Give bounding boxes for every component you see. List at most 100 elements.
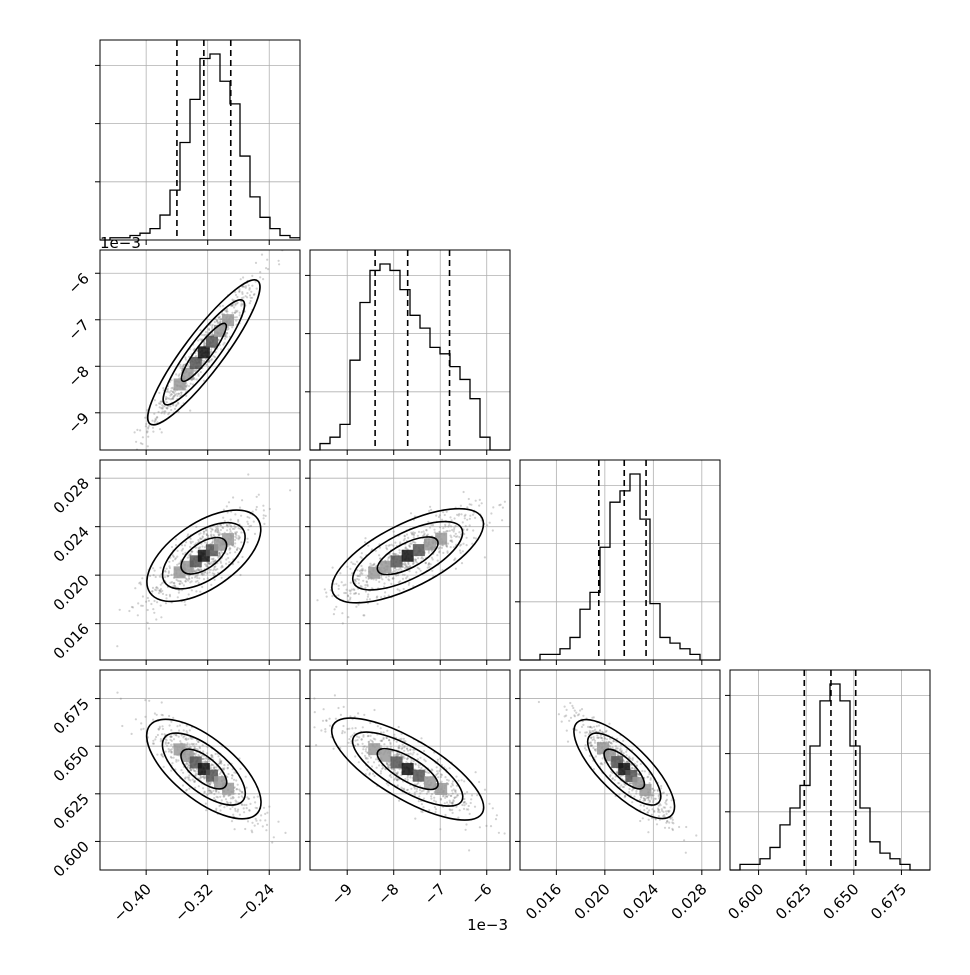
- scatter-point: [449, 539, 452, 542]
- scatter-point: [630, 782, 633, 785]
- scatter-point: [177, 374, 180, 377]
- scatter-point: [361, 572, 364, 575]
- scatter-point: [401, 573, 404, 576]
- scatter-point: [440, 773, 443, 777]
- scatter-point: [223, 767, 226, 770]
- scatter-point: [214, 530, 217, 533]
- scatter-point: [185, 578, 189, 581]
- scatter-point: [366, 595, 369, 598]
- contour-2: [146, 509, 262, 603]
- scatter-point: [403, 535, 406, 538]
- scatter-point: [422, 534, 425, 537]
- scatter-point: [651, 801, 655, 804]
- scatter-point: [313, 697, 316, 700]
- scatter-point: [219, 533, 222, 536]
- scatter-point: [216, 796, 219, 799]
- scatter-point: [393, 733, 396, 736]
- scatter-point: [232, 496, 235, 499]
- scatter-point: [667, 809, 670, 813]
- scatter-point: [196, 576, 199, 580]
- scatter-point: [224, 309, 227, 312]
- scatter-point: [152, 608, 155, 611]
- scatter-point: [245, 786, 248, 789]
- scatter-point: [360, 585, 363, 588]
- scatter-point: [236, 548, 239, 551]
- scatter-point: [235, 531, 238, 534]
- scatter-point: [216, 525, 219, 528]
- scatter-point: [184, 580, 187, 583]
- scatter-point: [360, 738, 363, 741]
- x-tick-label: −6: [467, 880, 495, 908]
- scatter-point: [656, 789, 660, 793]
- scatter-point: [206, 565, 209, 568]
- scatter-point: [204, 563, 207, 566]
- scatter-point: [417, 764, 420, 767]
- scatter-point: [210, 359, 213, 362]
- scatter-point: [643, 799, 646, 802]
- density-cells: [331, 507, 485, 604]
- scatter-point: [153, 611, 156, 614]
- scatter-point: [136, 428, 139, 431]
- scatter-point: [409, 542, 412, 545]
- scatter-point: [451, 782, 454, 785]
- scatter-point: [215, 766, 218, 769]
- scatter-point: [375, 565, 378, 568]
- scatter-point: [438, 769, 441, 773]
- scatter-point: [234, 302, 237, 306]
- scatter-point: [361, 726, 364, 729]
- scatter-point: [427, 551, 430, 554]
- scatter-point: [174, 405, 178, 408]
- scatter-point: [185, 384, 189, 387]
- scatter-point: [255, 819, 258, 822]
- scatter-point: [154, 738, 157, 741]
- scatter-point: [603, 737, 606, 740]
- scatter-point: [179, 366, 182, 369]
- scatter-point: [210, 763, 213, 766]
- scatter-point: [156, 733, 159, 737]
- scatter-point: [214, 351, 217, 354]
- scatter-point: [404, 563, 407, 566]
- scatter-point: [382, 738, 385, 741]
- scatter-point: [369, 562, 372, 565]
- scatter-point: [205, 761, 208, 764]
- scatter-point: [341, 730, 344, 733]
- scatter-point: [188, 355, 191, 358]
- scatter-point: [185, 385, 188, 388]
- scatter-point: [167, 742, 170, 745]
- scatter-point: [669, 817, 672, 820]
- y-tick-label: 0.024: [50, 523, 93, 566]
- scatter-point: [445, 801, 449, 804]
- scatter-point: [444, 794, 447, 798]
- scatter-point: [537, 700, 541, 704]
- scatter-point: [172, 397, 175, 400]
- scatter-point: [355, 605, 358, 608]
- scatter-point: [665, 810, 668, 813]
- scatter-point: [233, 306, 236, 309]
- scatter-point: [463, 792, 467, 795]
- scatter-point: [358, 575, 361, 578]
- scatter-point: [249, 296, 252, 299]
- scatter-point: [180, 391, 183, 394]
- scatter-point: [406, 788, 409, 791]
- scatter-point: [209, 789, 212, 792]
- scatter-point: [324, 728, 327, 731]
- scatter-point: [188, 729, 191, 732]
- scatter-point: [454, 567, 457, 570]
- scatter-point: [665, 798, 669, 801]
- scatter-point: [654, 818, 657, 821]
- scatter-point: [181, 552, 185, 556]
- scatter-point: [662, 815, 665, 818]
- scatter-point: [170, 735, 173, 738]
- scatter-point: [456, 794, 459, 797]
- scatter-point: [160, 400, 163, 403]
- scatter-point: [195, 570, 198, 573]
- scatter-point: [646, 776, 649, 779]
- scatter-point: [134, 718, 137, 721]
- scatter-point: [194, 580, 197, 583]
- scatter-point: [230, 777, 234, 780]
- scatter-point: [458, 809, 461, 812]
- scatter-point: [387, 784, 390, 787]
- scatter-point: [362, 734, 365, 737]
- scatter-point: [158, 727, 161, 730]
- scatter-point: [375, 766, 378, 769]
